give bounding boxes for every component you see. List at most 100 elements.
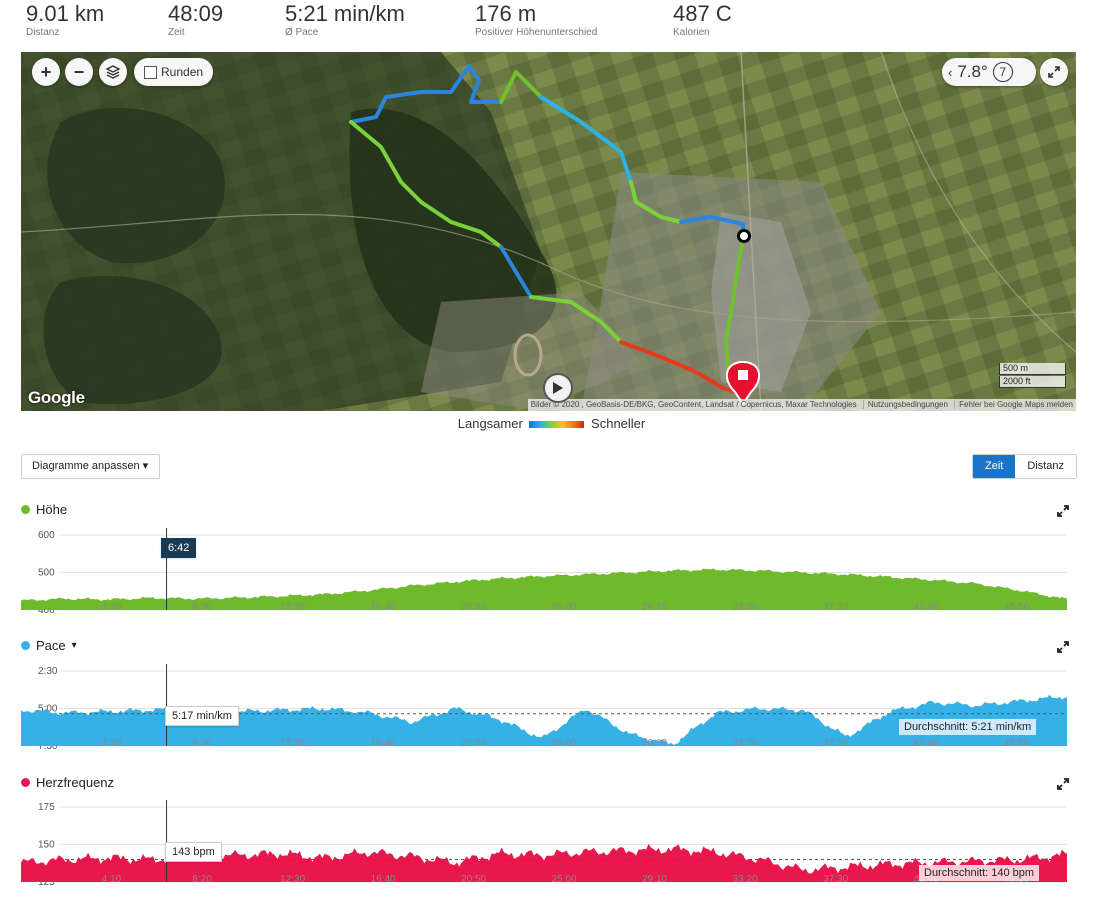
laps-label: Runden (161, 65, 204, 79)
report-error-link[interactable]: Fehler bei Google Maps melden (954, 400, 1073, 409)
minus-icon: − (73, 61, 85, 82)
x-tick-label: 8:20 (192, 738, 212, 749)
play-button[interactable] (543, 373, 573, 403)
expand-icon (1048, 66, 1060, 78)
elevation-chart-svg: 600 500 400 4:10 8:20 12:30 16:40 20:50 25:00 29:… (21, 528, 1067, 616)
x-tick-label: 41:40 (914, 602, 939, 613)
elevation-dot (21, 505, 30, 514)
elevation-chart[interactable]: 600 500 400 4:10 8:20 12:30 16:40 20:50 25:00 29:… (21, 528, 1071, 616)
x-tick-label: 25:00 (552, 874, 577, 885)
x-tick-label: 20:50 (461, 738, 486, 749)
pace-dot (21, 641, 30, 650)
plus-icon: + (40, 61, 52, 82)
play-icon (553, 382, 563, 394)
y-tick-label: 2:30 (38, 666, 58, 677)
stat-elevation-gain: 176 m Positiver Höhenunterschied (475, 0, 597, 38)
x-axis-toggle: Zeit Distanz (972, 454, 1078, 479)
legend-faster: Schneller (591, 416, 646, 431)
x-tick-label: 16:40 (371, 738, 396, 749)
expand-icon[interactable] (1056, 640, 1070, 654)
speed-gradient (529, 421, 585, 429)
pace-title[interactable]: Pace ▾ (21, 638, 77, 653)
google-logo: Google (28, 388, 85, 407)
scale-imperial: 2000 ft (999, 376, 1066, 388)
x-tick-label: 29:10 (642, 602, 667, 613)
x-tick-label: 45:50 (1004, 738, 1029, 749)
x-tick-label: 29:10 (642, 874, 667, 885)
stat-calories: 487 C Kalorien (673, 0, 732, 38)
heart-rate-chart[interactable]: 175 150 125 4:10 8:20 12:30 16:40 20:50 25:00 29:… (21, 800, 1071, 888)
expand-icon[interactable] (1056, 504, 1070, 518)
heart-rate-title: Herzfrequenz (21, 775, 114, 790)
series-area (21, 568, 1067, 610)
x-tick-label: 29:10 (642, 738, 667, 749)
pace-label: Pace (36, 638, 66, 653)
stat-value: 487 C (673, 1, 732, 26)
pace-chart[interactable]: 2:30 5:00 7:30 4:10 8:20 12:30 16:40 20:50 25:00… (21, 664, 1071, 752)
heart-rate-cursor-tooltip: 143 bpm (165, 842, 222, 862)
x-tick-label: 16:40 (371, 602, 396, 613)
x-tick-label: 33:20 (733, 874, 758, 885)
wind-speed: 7 (999, 65, 1007, 79)
pace-average-label: Durchschnitt: 5:21 min/km (899, 719, 1037, 735)
stat-label: Distanz (26, 27, 60, 38)
y-tick-label: 5:00 (38, 704, 58, 715)
x-tick-label: 37:30 (823, 602, 848, 613)
weather-temperature: 7.8° (957, 62, 988, 81)
x-tick-label: 12:30 (280, 602, 305, 613)
stat-avg-pace: 5:21 min/km Ø Pace (285, 0, 405, 38)
y-tick-label: 175 (38, 802, 55, 813)
stat-time: 48:09 Zeit (168, 0, 223, 38)
stat-value: 48:09 (168, 1, 224, 26)
heart-rate-dot (21, 778, 30, 787)
map-layers-button[interactable] (99, 58, 127, 86)
laps-checkbox[interactable] (144, 65, 157, 79)
customize-charts-dropdown[interactable]: Diagramme anpassen ▾ (21, 454, 160, 479)
pace-chart-svg: 2:30 5:00 7:30 4:10 8:20 12:30 16:40 20:50 25:00… (21, 664, 1067, 752)
x-tick-label: 8:20 (192, 602, 212, 613)
toggle-time[interactable]: Zeit (973, 455, 1016, 478)
weather-widget[interactable]: ‹ 7.8° 7 (942, 58, 1036, 86)
speed-legend: Langsamer Schneller (0, 416, 1103, 431)
x-tick-label: 8:20 (192, 874, 212, 885)
zoom-out-button[interactable]: − (65, 58, 93, 86)
y-tick-label: 150 (38, 840, 55, 851)
route-map[interactable]: + − Runden ‹ 7.8° 7 Google 500 m 2000 ft… (21, 52, 1076, 411)
scale-metric: 500 m (999, 363, 1066, 375)
zoom-in-button[interactable]: + (32, 58, 60, 86)
heart-rate-chart-svg: 175 150 125 4:10 8:20 12:30 16:40 20:50 25:00 29:… (21, 800, 1067, 888)
heart-rate-average-label: Durchschnitt: 140 bpm (919, 865, 1040, 881)
stat-label: Zeit (168, 27, 185, 38)
chevron-down-icon: ▾ (71, 640, 77, 651)
heart-rate-label: Herzfrequenz (36, 775, 115, 790)
toggle-distance[interactable]: Distanz (1015, 455, 1077, 478)
satellite-imagery (21, 52, 1076, 411)
y-tick-label: 7:30 (38, 741, 58, 752)
fullscreen-button[interactable] (1040, 58, 1068, 86)
y-tick-label: 125 (38, 877, 55, 888)
y-tick-label: 400 (38, 605, 55, 616)
map-scale: 500 m 2000 ft (999, 363, 1066, 389)
elevation-label: Höhe (36, 502, 68, 517)
x-tick-label: 33:20 (733, 738, 758, 749)
x-tick-label: 4:10 (102, 874, 122, 885)
y-tick-label: 500 (38, 568, 55, 579)
laps-toggle[interactable]: Runden (134, 58, 214, 86)
expand-icon[interactable] (1056, 777, 1070, 791)
x-tick-label: 12:30 (280, 738, 305, 749)
layers-icon (105, 65, 121, 79)
x-tick-label: 33:20 (733, 602, 758, 613)
x-tick-label: 37:30 (823, 874, 848, 885)
y-tick-label: 600 (38, 530, 55, 541)
map-attribution: Bilder © 2020 , GeoBasis-DE/BKG, GeoCont… (527, 399, 1076, 411)
x-tick-label: 41:40 (914, 738, 939, 749)
stat-label: Positiver Höhenunterschied (475, 27, 598, 38)
stat-value: 5:21 min/km (285, 1, 405, 26)
terms-link[interactable]: Nutzungsbedingungen (862, 400, 948, 409)
imagery-credit: Bilder © 2020 , GeoBasis-DE/BKG, GeoCont… (530, 400, 857, 409)
stat-value: 176 m (475, 1, 537, 26)
stat-label: Ø Pace (285, 27, 319, 38)
x-tick-label: 25:00 (552, 602, 577, 613)
x-tick-label: 4:10 (102, 738, 122, 749)
pace-cursor-tooltip: 5:17 min/km (165, 706, 239, 726)
